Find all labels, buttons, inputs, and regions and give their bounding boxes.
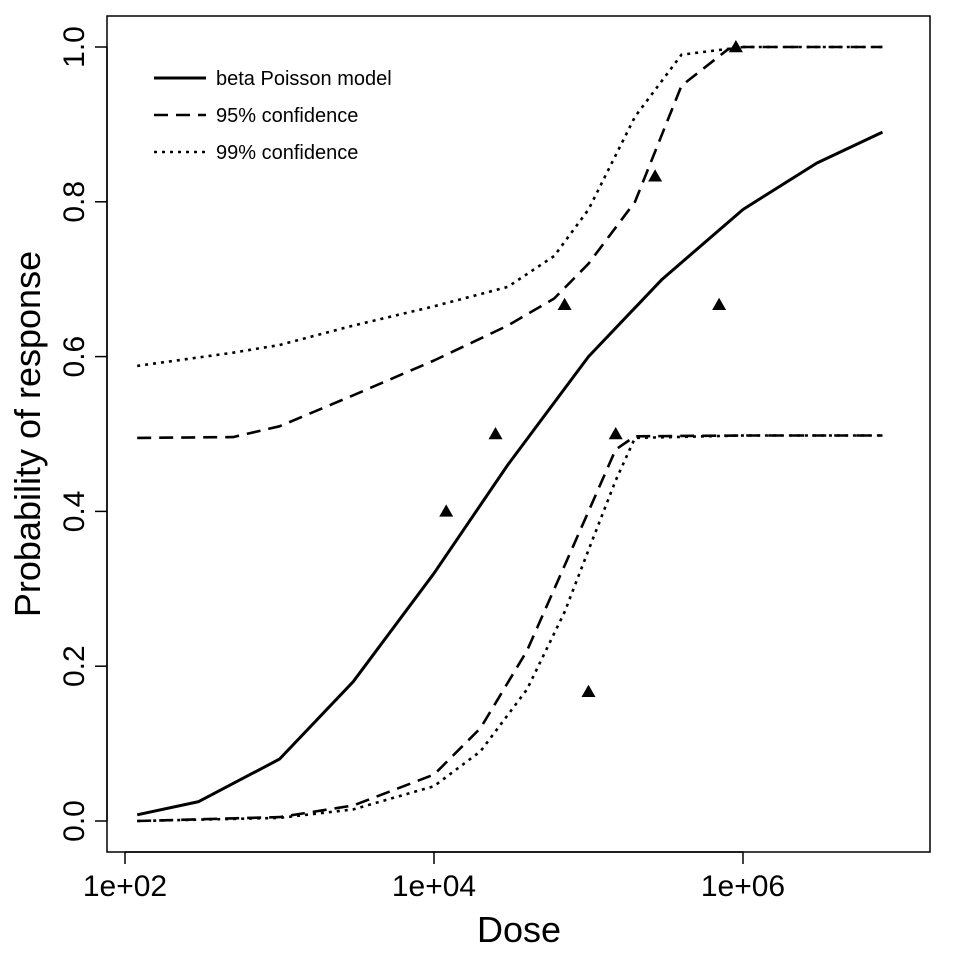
observation-point — [581, 684, 596, 697]
y-tick-label: 0.0 — [58, 800, 91, 842]
legend-label: 95% confidence — [216, 105, 358, 127]
observation-point — [557, 297, 572, 310]
legend-label: 99% confidence — [216, 142, 358, 164]
series-layer — [136, 45, 884, 823]
y-tick-label: 0.6 — [58, 336, 91, 378]
series-99-confidence-lower — [137, 434, 883, 823]
y-tick-label: 1.0 — [58, 26, 91, 68]
y-tick-label: 0.4 — [58, 491, 91, 533]
series-beta-poisson-model — [136, 130, 884, 817]
y-tick-label: 0.2 — [58, 645, 91, 687]
series-99-confidence-upper — [137, 45, 883, 368]
observation-point — [648, 169, 663, 182]
legend-label: beta Poisson model — [216, 68, 392, 90]
x-tick-label: 1e+02 — [83, 870, 167, 903]
series-95-confidence-lower — [137, 434, 883, 823]
y-axis: 0.0 0.2 0.4 0.6 0.8 1.0 — [58, 26, 108, 842]
observation-point — [608, 427, 623, 440]
y-axis-title: Probability of response — [7, 251, 48, 617]
observation-point — [712, 297, 727, 310]
y-tick-label: 0.8 — [58, 181, 91, 223]
legend: beta Poisson model 95% confidence 99% conf… — [154, 68, 392, 164]
observation-points — [439, 40, 743, 697]
x-tick-label: 1e+06 — [701, 870, 785, 903]
observation-point — [728, 40, 743, 53]
x-axis-title: Dose — [477, 909, 561, 950]
observation-point — [488, 427, 503, 440]
x-tick-label: 1e+04 — [392, 870, 476, 903]
x-axis: 1e+02 1e+04 1e+06 — [83, 851, 785, 903]
observation-point — [439, 504, 454, 517]
